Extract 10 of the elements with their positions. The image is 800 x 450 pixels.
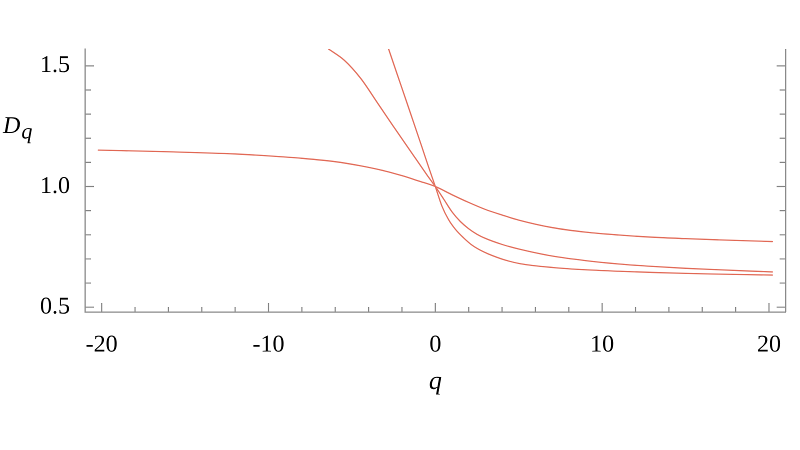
x-tick-label: 20 [756, 332, 781, 358]
x-tick-label: 0 [429, 332, 442, 358]
x-axis-title: q [428, 366, 442, 395]
x-tick-label: -20 [86, 332, 118, 358]
x-tick-label: -10 [252, 332, 285, 358]
x-tick-label: 10 [590, 332, 614, 358]
y-tick-label: 1.0 [40, 172, 70, 199]
y-tick-label: 0.5 [40, 293, 70, 320]
y-tick-label: 1.5 [40, 52, 70, 78]
y-axis-title: Dq [2, 113, 32, 144]
